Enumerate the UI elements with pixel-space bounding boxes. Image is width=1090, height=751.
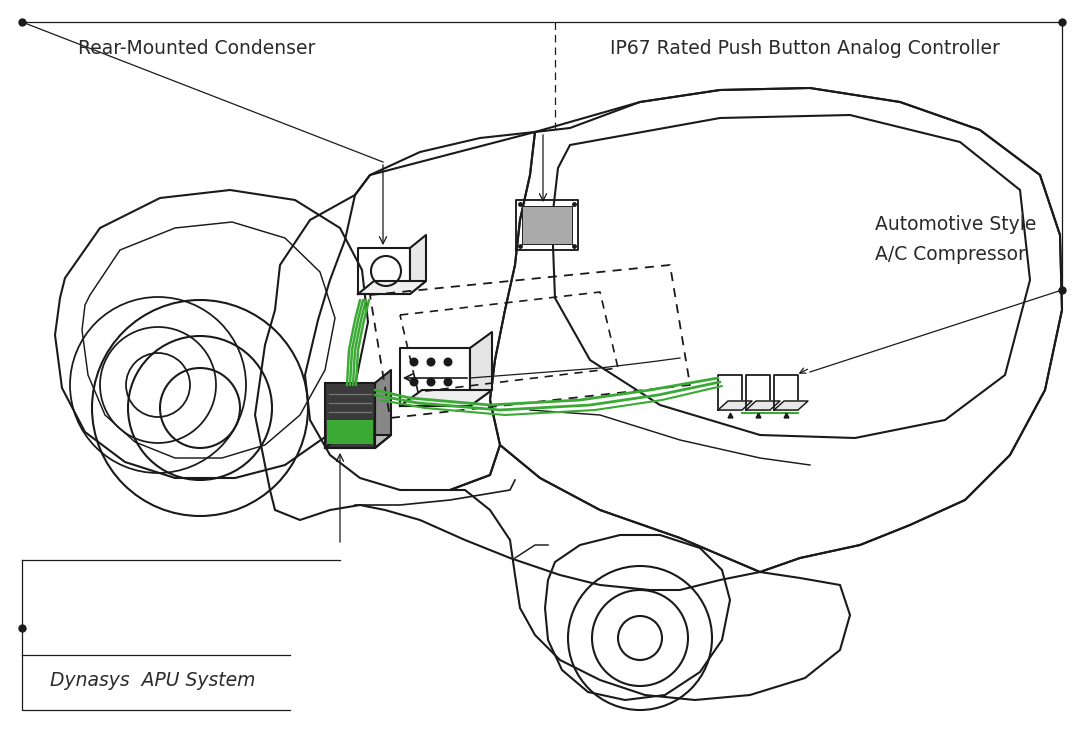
- Circle shape: [444, 357, 452, 366]
- Bar: [325, 383, 375, 448]
- Bar: [327, 420, 373, 444]
- Text: Dynasys  APU System: Dynasys APU System: [50, 671, 255, 689]
- Polygon shape: [774, 401, 808, 410]
- Polygon shape: [718, 401, 752, 410]
- Circle shape: [426, 378, 436, 387]
- Text: A/C Compressor: A/C Compressor: [875, 245, 1026, 264]
- Polygon shape: [325, 435, 391, 448]
- Circle shape: [444, 378, 452, 387]
- Circle shape: [410, 378, 419, 387]
- Polygon shape: [746, 401, 780, 410]
- Text: Automotive Style: Automotive Style: [875, 215, 1037, 234]
- Polygon shape: [400, 390, 492, 406]
- Circle shape: [426, 357, 436, 366]
- Text: IP67 Rated Push Button Analog Controller: IP67 Rated Push Button Analog Controller: [610, 38, 1000, 58]
- Polygon shape: [358, 281, 426, 294]
- Bar: [522, 206, 572, 244]
- Circle shape: [410, 357, 419, 366]
- Polygon shape: [375, 370, 391, 448]
- Polygon shape: [470, 332, 492, 406]
- Text: Rear-Mounted Condenser: Rear-Mounted Condenser: [78, 38, 315, 58]
- Polygon shape: [410, 235, 426, 294]
